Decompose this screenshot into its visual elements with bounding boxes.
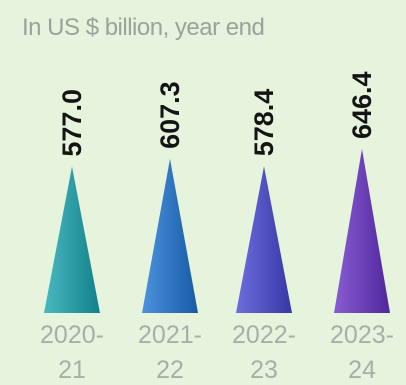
tick-label-3-line2: 24	[348, 356, 376, 384]
tick-label-1-line2: 22	[156, 356, 184, 384]
tick-label-0-line1: 2020-	[40, 321, 104, 349]
bar-1	[142, 158, 198, 313]
bar-2	[236, 166, 292, 313]
bar-0	[44, 166, 100, 313]
tick-label-1-line1: 2021-	[138, 321, 202, 349]
tick-labels-group: 2020- 21 2021- 22 2022- 23 2023- 24	[40, 321, 394, 384]
bars-group	[44, 149, 390, 313]
tick-label-2-line1: 2022-	[232, 321, 296, 349]
tick-label-0-line2: 21	[58, 356, 86, 384]
bar-3	[334, 149, 390, 313]
value-label-3: 646.4	[347, 71, 377, 139]
value-label-2: 578.4	[249, 89, 279, 157]
chart-subtitle: In US $ billion, year end	[22, 14, 265, 41]
tick-label-3-line1: 2023-	[330, 321, 394, 349]
value-label-1: 607.3	[155, 81, 185, 149]
value-label-0: 577.0	[57, 89, 87, 157]
tick-label-2-line2: 23	[250, 356, 278, 384]
value-labels-group: 577.0 607.3 578.4 646.4	[57, 71, 377, 156]
